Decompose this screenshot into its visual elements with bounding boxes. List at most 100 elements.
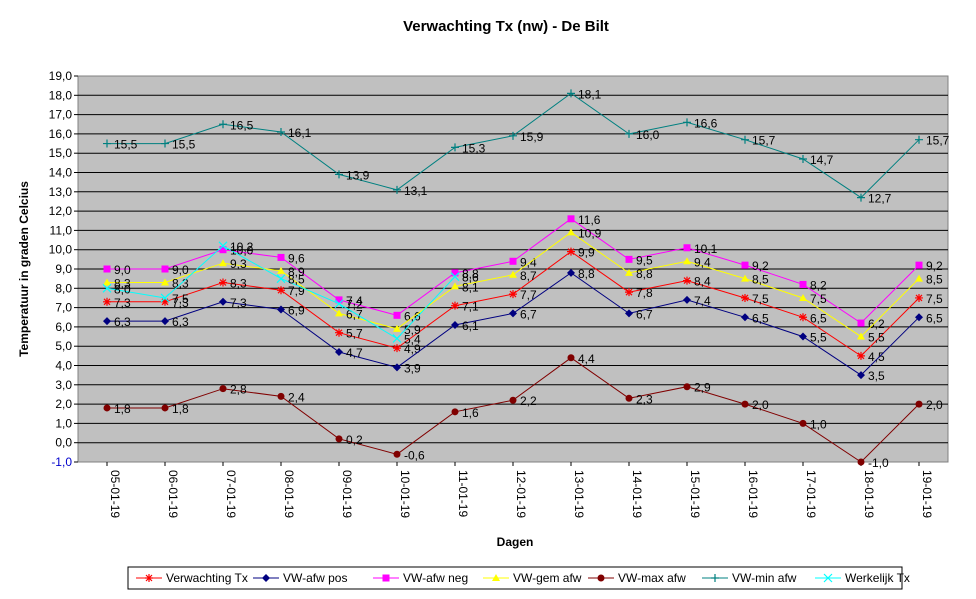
data-point bbox=[625, 288, 633, 297]
data-label: 1,8 bbox=[172, 402, 189, 416]
data-point bbox=[335, 170, 343, 179]
data-label: 10,2 bbox=[230, 240, 254, 254]
data-label: -0,6 bbox=[404, 448, 425, 462]
y-tick-label: 4,0 bbox=[55, 359, 72, 373]
data-label: 7,3 bbox=[114, 296, 131, 310]
data-point bbox=[799, 293, 807, 301]
data-label: 9,6 bbox=[288, 251, 305, 265]
data-label: 8,4 bbox=[694, 275, 711, 289]
data-label: 4,4 bbox=[578, 352, 595, 366]
data-label: 16,5 bbox=[230, 118, 254, 132]
data-point bbox=[509, 396, 517, 404]
data-point bbox=[277, 305, 285, 314]
y-tick-label: 18,0 bbox=[49, 88, 73, 102]
x-tick-label: 13-01-19 bbox=[572, 470, 586, 518]
legend-label: VW-gem afw bbox=[513, 571, 582, 585]
data-label: 5,4 bbox=[404, 332, 421, 346]
data-point bbox=[857, 371, 865, 380]
data-point bbox=[161, 297, 169, 306]
legend-swatch-marker bbox=[145, 574, 153, 582]
data-point bbox=[451, 269, 459, 277]
data-point bbox=[393, 185, 401, 194]
x-tick-label: 05-01-19 bbox=[108, 470, 122, 518]
data-point bbox=[334, 299, 344, 309]
data-point bbox=[219, 278, 227, 287]
data-point bbox=[683, 118, 691, 127]
gridlines bbox=[78, 94, 948, 444]
data-point bbox=[103, 297, 111, 306]
data-point bbox=[393, 450, 401, 458]
data-point bbox=[509, 309, 517, 318]
data-label: 6,9 bbox=[288, 304, 305, 318]
data-point bbox=[103, 404, 111, 412]
x-tick-label: 07-01-19 bbox=[224, 470, 238, 518]
series-verwachting-tx: 7,3 7,38,37,95,74,97,17,79,97,88,47,56,54… bbox=[103, 246, 943, 364]
x-axis-title: Dagen bbox=[497, 535, 534, 549]
y-tick-label: 10,0 bbox=[49, 243, 73, 257]
data-point bbox=[451, 408, 459, 416]
data-point bbox=[161, 139, 169, 148]
data-label: 8,5 bbox=[288, 273, 305, 287]
data-point bbox=[799, 419, 807, 427]
data-point bbox=[160, 293, 170, 303]
data-label: 8,8 bbox=[578, 267, 595, 281]
data-point bbox=[161, 265, 169, 273]
data-label: 6,2 bbox=[868, 317, 885, 331]
data-point bbox=[277, 253, 285, 261]
data-label: 9,4 bbox=[694, 255, 711, 269]
data-point bbox=[335, 328, 343, 337]
data-point bbox=[219, 246, 227, 254]
data-label: 9,9 bbox=[578, 246, 595, 260]
data-point bbox=[509, 257, 517, 265]
data-point bbox=[392, 334, 402, 343]
y-tick-label: 15,0 bbox=[49, 146, 73, 160]
data-point bbox=[161, 278, 169, 286]
data-point bbox=[103, 317, 111, 326]
data-point bbox=[683, 295, 691, 304]
x-tick-label: 17-01-19 bbox=[804, 470, 818, 518]
y-tick-label: 7,0 bbox=[55, 301, 72, 315]
series-vw-gem-afw: 8,3 8,39,38,96,75,98,18,710,98,89,48,57,5… bbox=[103, 226, 943, 345]
data-point bbox=[799, 280, 807, 288]
legend-item: VW-gem afw bbox=[483, 571, 582, 585]
data-point bbox=[335, 309, 343, 317]
data-label: 2,3 bbox=[636, 392, 653, 406]
data-label: 13,1 bbox=[404, 184, 428, 198]
data-label: 9,2 bbox=[752, 259, 769, 273]
data-point bbox=[335, 347, 343, 356]
data-label: 6,5 bbox=[752, 311, 769, 325]
y-tick-label: 5,0 bbox=[55, 339, 72, 353]
data-label: 6,5 bbox=[926, 311, 943, 325]
data-point bbox=[683, 257, 691, 265]
series-vw-min-afw: 15,5 15,5 16,5 16,1 13,9 13,1 15,3 15,9 18,1 16,0… bbox=[103, 87, 950, 206]
data-point bbox=[451, 143, 459, 152]
data-label: 7,4 bbox=[346, 294, 363, 308]
data-label: 9,3 bbox=[230, 257, 247, 271]
data-label: 14,7 bbox=[810, 153, 834, 167]
series-vw-max-afw: 1,8 1,8 2,8 2,4 0,2 -0,6 1,6 2,2 4,4 2,3 2,9 2,0 1,0… bbox=[103, 352, 943, 470]
series-layer: 7,3 7,38,37,95,74,97,17,79,97,88,47,56,54… bbox=[102, 87, 950, 470]
data-label: 7,8 bbox=[636, 286, 653, 300]
y-tick-label: -1,0 bbox=[51, 455, 72, 469]
data-label: 13,9 bbox=[346, 168, 370, 182]
data-point bbox=[857, 332, 865, 340]
data-label: 16,6 bbox=[694, 116, 718, 130]
data-point bbox=[102, 283, 112, 293]
legend-item: Werkelijk Tx bbox=[815, 571, 910, 585]
data-point bbox=[277, 392, 285, 400]
data-point bbox=[219, 385, 227, 393]
data-point bbox=[625, 394, 633, 402]
data-point bbox=[625, 309, 633, 318]
data-point bbox=[218, 241, 228, 251]
data-label: 12,7 bbox=[868, 192, 892, 206]
data-label: 7,5 bbox=[926, 292, 943, 306]
data-point bbox=[103, 265, 111, 273]
data-point bbox=[741, 135, 749, 144]
data-label: 2,4 bbox=[288, 390, 305, 404]
data-point bbox=[915, 261, 923, 269]
y-tick-label: 3,0 bbox=[55, 378, 72, 392]
legend-item: VW-afw neg bbox=[373, 571, 468, 585]
data-label: 7,3 bbox=[230, 296, 247, 310]
data-label: 7,9 bbox=[288, 284, 305, 298]
